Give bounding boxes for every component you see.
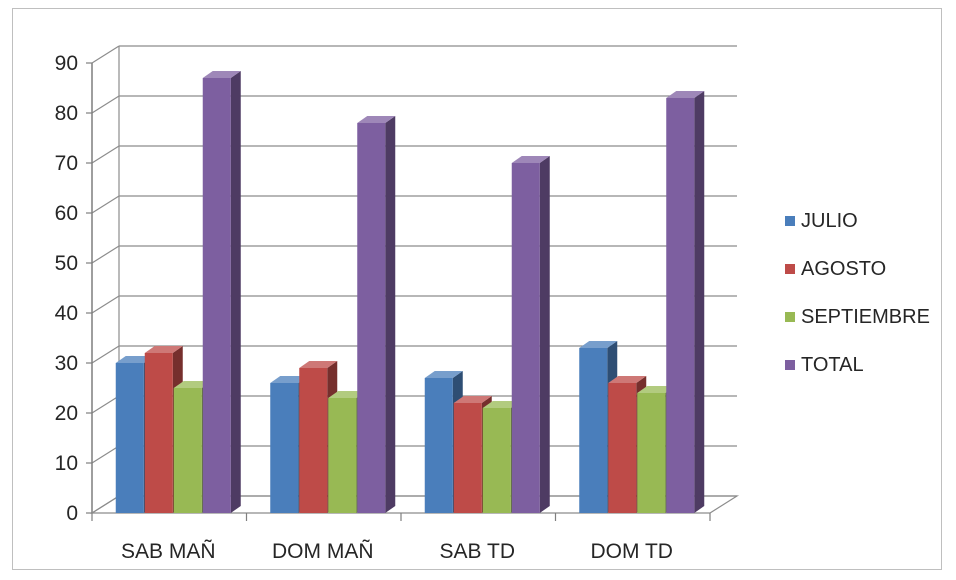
legend: JULIO AGOSTO SEPTIEMBRE TOTAL xyxy=(785,210,930,376)
bar-front xyxy=(482,408,511,513)
bar-top xyxy=(579,341,618,348)
legend-swatch xyxy=(785,264,795,274)
bar-top xyxy=(424,371,463,378)
bar-front xyxy=(328,398,357,513)
bar-front xyxy=(270,383,299,513)
gridline-side xyxy=(91,445,120,464)
y-tick-label: 60 xyxy=(55,202,78,225)
bar-front xyxy=(608,383,637,513)
legend-label: SEPTIEMBRE xyxy=(801,306,930,328)
bar-top xyxy=(270,376,309,383)
x-tick-label: SAB MAÑ xyxy=(121,539,216,563)
bar xyxy=(357,116,396,513)
bar-top xyxy=(357,116,396,123)
bar-front xyxy=(299,368,328,513)
bar-front xyxy=(666,98,695,513)
y-tick-label: 80 xyxy=(55,102,78,125)
bar-top xyxy=(299,361,338,368)
gridline-side xyxy=(91,295,120,314)
x-tick-label: DOM MAÑ xyxy=(272,539,374,563)
y-tick-label: 20 xyxy=(55,402,78,425)
gridline-side xyxy=(91,195,120,214)
bar-top xyxy=(637,386,676,393)
bar-side xyxy=(230,71,241,513)
bar-front xyxy=(144,353,173,513)
y-tick-label: 10 xyxy=(55,452,78,475)
x-tick-labels: SAB MAÑ DOM MAÑ SAB TD DOM TD xyxy=(121,539,673,563)
bar-front xyxy=(637,393,666,513)
y-tick-labels: 0 10 20 30 40 50 60 70 80 90 xyxy=(55,52,78,525)
bar xyxy=(666,91,705,513)
legend-label: AGOSTO xyxy=(801,258,886,280)
bar-front xyxy=(173,388,202,513)
y-tick-label: 0 xyxy=(66,502,78,525)
bar-front xyxy=(115,363,144,513)
bar-side xyxy=(694,91,705,513)
bar-front xyxy=(579,348,608,513)
legend-label: TOTAL xyxy=(801,354,864,376)
bar-top xyxy=(608,376,647,383)
bar-front xyxy=(357,123,386,513)
x-tick-label: DOM TD xyxy=(591,540,673,563)
bar-top xyxy=(482,401,521,408)
x-tick-label: SAB TD xyxy=(440,540,515,563)
gridline-side xyxy=(91,395,120,414)
bar-front xyxy=(202,78,231,513)
gridline-side xyxy=(91,245,120,264)
y-tick-label: 70 xyxy=(55,152,78,175)
bar-front xyxy=(424,378,453,513)
bar-top xyxy=(666,91,705,98)
gridline-side xyxy=(91,345,120,364)
legend-swatch xyxy=(785,312,795,322)
bar-top xyxy=(202,71,241,78)
bar xyxy=(511,156,550,513)
bar-top xyxy=(173,381,212,388)
bar-top xyxy=(328,391,367,398)
legend-swatch xyxy=(785,360,795,370)
bar-top xyxy=(115,356,154,363)
gridline-side xyxy=(91,45,120,64)
y-tick-label: 90 xyxy=(55,52,78,75)
y-tick-label: 50 xyxy=(55,252,78,275)
legend-swatch xyxy=(785,216,795,226)
legend-label: JULIO xyxy=(801,210,858,232)
bar-side xyxy=(539,156,550,513)
y-tick-label: 30 xyxy=(55,352,78,375)
gridline-side xyxy=(91,145,120,164)
bar-front xyxy=(453,403,482,513)
y-tick-label: 40 xyxy=(55,302,78,325)
bar-top xyxy=(511,156,550,163)
bars xyxy=(115,71,705,513)
bar-side xyxy=(385,116,396,513)
bar-top xyxy=(453,396,492,403)
bar-front xyxy=(511,163,540,513)
gridline-side xyxy=(91,95,120,114)
bar xyxy=(202,71,241,513)
bar-top xyxy=(144,346,183,353)
